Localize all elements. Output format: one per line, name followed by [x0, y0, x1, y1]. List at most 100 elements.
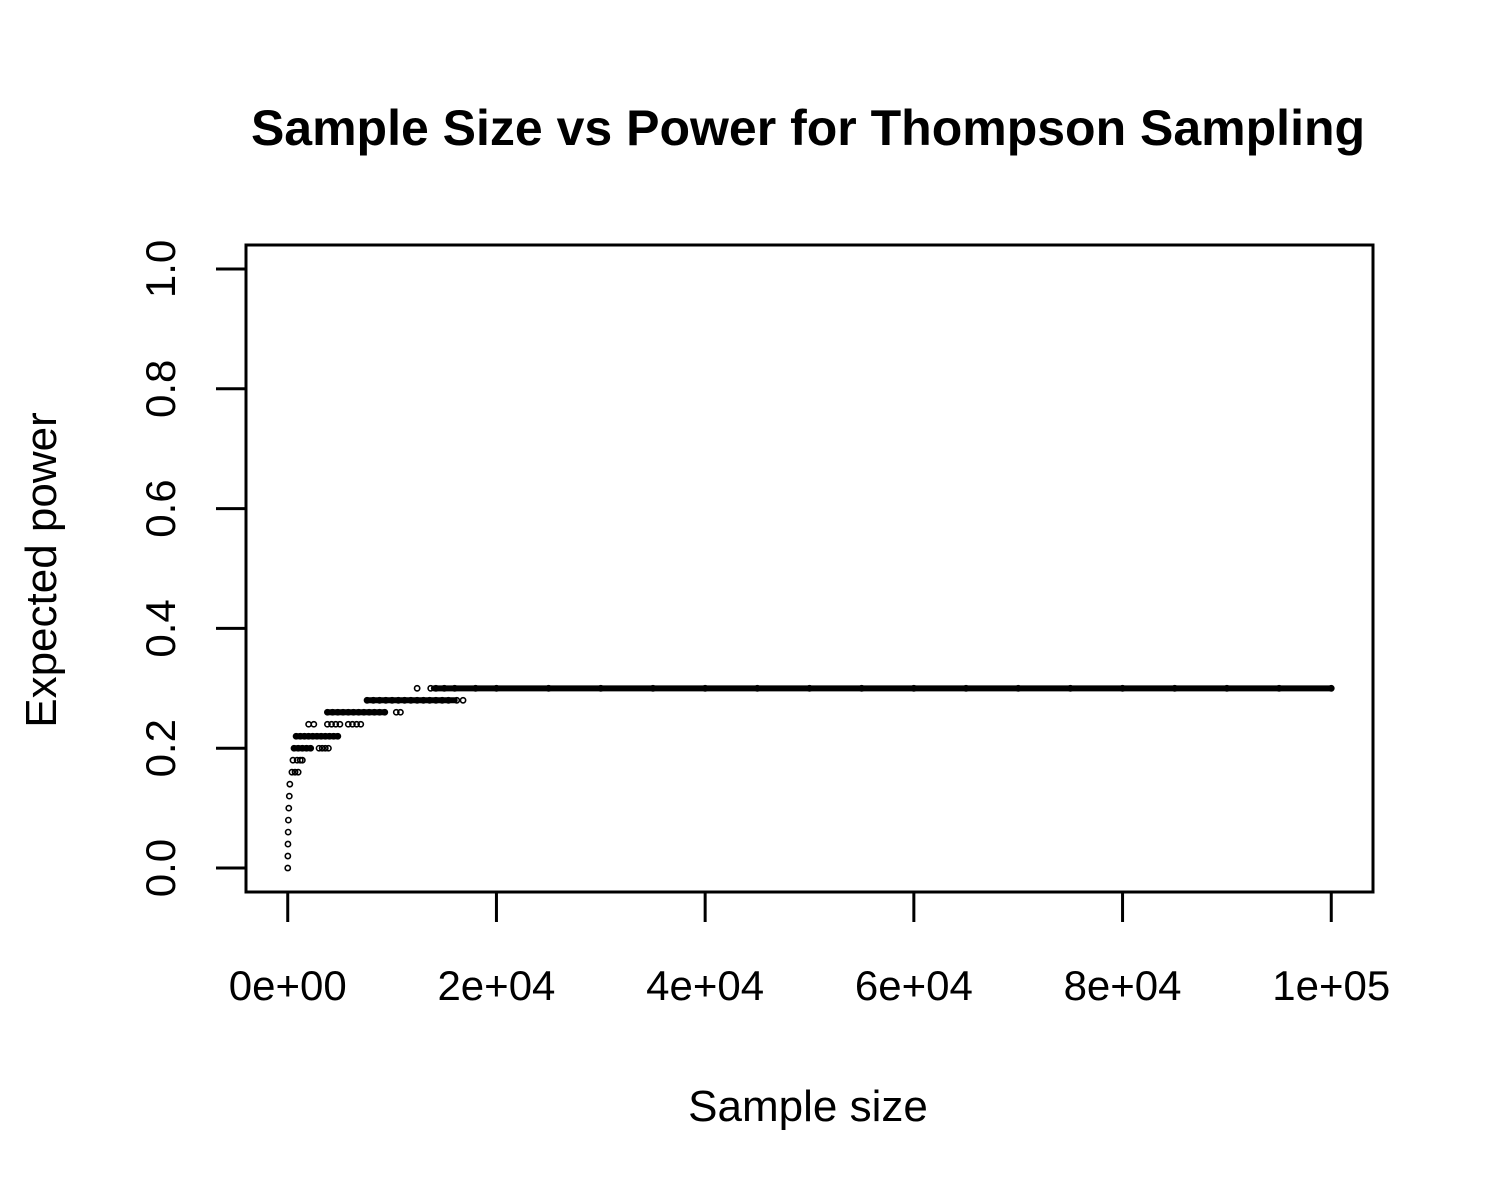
- data-point: [298, 756, 306, 764]
- data-point: [1171, 684, 1179, 692]
- data-point: [493, 684, 500, 692]
- data-point: [344, 720, 352, 728]
- data-point: [328, 720, 335, 728]
- data-point: [284, 816, 292, 824]
- data-point: [381, 708, 389, 716]
- data-point: [321, 744, 329, 752]
- data-point: [357, 720, 365, 728]
- data-point: [369, 696, 377, 704]
- data-point: [334, 732, 342, 740]
- data-point: [397, 708, 404, 716]
- chart-title: Sample Size vs Power for Thompson Sampli…: [251, 100, 1365, 156]
- data-point: [649, 684, 657, 692]
- data-point: [289, 756, 297, 764]
- data-point: [285, 804, 293, 812]
- data-point: [315, 744, 323, 752]
- data-point: [459, 696, 467, 704]
- data-point: [292, 732, 300, 740]
- data-point: [349, 720, 356, 728]
- data-point: [291, 768, 299, 776]
- x-tick-label: 8e+04: [1064, 962, 1182, 1009]
- data-point: [336, 720, 344, 728]
- data-point: [394, 696, 402, 704]
- data-point: [284, 840, 292, 848]
- data-point: [597, 684, 605, 692]
- data-point: [363, 696, 371, 704]
- data-point: [858, 684, 866, 692]
- data-point: [313, 732, 321, 740]
- data-point: [332, 720, 340, 728]
- data-points: [284, 684, 1335, 872]
- data-point: [310, 720, 318, 728]
- y-tick-label: 0.4: [137, 599, 184, 657]
- data-point: [545, 684, 553, 692]
- data-point: [323, 720, 331, 728]
- data-point: [451, 684, 459, 692]
- data-point: [1014, 684, 1022, 692]
- data-point: [285, 792, 293, 800]
- data-point: [353, 720, 361, 728]
- y-axis: 0.0 0.2 0.4 0.6 0.8 1.0: [137, 240, 248, 897]
- y-axis-label: Expected power: [17, 412, 66, 728]
- plot-frame: [244, 243, 1375, 894]
- data-point: [753, 684, 761, 692]
- data-point: [318, 744, 326, 752]
- data-point: [1119, 684, 1126, 692]
- data-point: [445, 696, 452, 704]
- data-point: [382, 696, 390, 704]
- data-point: [453, 696, 461, 704]
- data-point: [472, 684, 479, 692]
- data-point: [309, 732, 317, 740]
- data-point: [701, 684, 709, 692]
- data-point: [1066, 684, 1074, 692]
- data-point: [432, 696, 440, 704]
- data-point: [1327, 684, 1335, 692]
- data-point: [432, 684, 440, 692]
- data-point: [910, 684, 918, 692]
- data-point: [301, 732, 308, 740]
- data-point: [419, 696, 427, 704]
- y-tick-label: 0.6: [137, 479, 184, 537]
- data-point: [413, 696, 421, 704]
- data-point: [1223, 684, 1231, 692]
- y-tick-label: 0.0: [137, 839, 184, 897]
- y-tick-label: 0.8: [137, 360, 184, 418]
- data-point: [303, 744, 310, 752]
- data-point: [325, 744, 332, 752]
- data-point: [294, 744, 302, 752]
- data-point: [307, 744, 315, 752]
- data-point: [284, 852, 292, 860]
- data-point: [284, 864, 292, 872]
- data-point: [413, 684, 421, 692]
- data-point: [392, 708, 400, 716]
- x-tick-label: 0e+00: [229, 962, 347, 1009]
- y-tick-label: 0.2: [137, 719, 184, 777]
- data-point: [294, 768, 302, 776]
- data-point: [296, 732, 304, 740]
- data-point: [298, 744, 306, 752]
- data-point: [330, 732, 338, 740]
- x-tick-label: 1e+05: [1272, 962, 1390, 1009]
- data-point: [288, 768, 296, 776]
- data-point: [305, 732, 313, 740]
- data-point: [806, 684, 813, 692]
- x-tick-label: 2e+04: [437, 962, 555, 1009]
- x-tick-label: 4e+04: [646, 962, 764, 1009]
- data-point: [401, 696, 409, 704]
- data-point: [376, 696, 383, 704]
- data-point: [284, 828, 292, 836]
- data-point: [286, 780, 294, 788]
- data-point: [290, 744, 298, 752]
- data-point: [407, 696, 415, 704]
- data-point: [426, 696, 434, 704]
- y-tick-label: 1.0: [137, 240, 184, 298]
- data-point: [438, 696, 446, 704]
- data-point: [440, 684, 448, 692]
- data-point: [321, 732, 329, 740]
- data-point: [1275, 684, 1283, 692]
- x-axis: 0e+00 2e+04 4e+04 6e+04 8e+04 1e+05: [229, 890, 1390, 1009]
- data-point: [326, 732, 333, 740]
- data-point: [317, 732, 325, 740]
- x-axis-label: Sample size: [688, 1082, 928, 1131]
